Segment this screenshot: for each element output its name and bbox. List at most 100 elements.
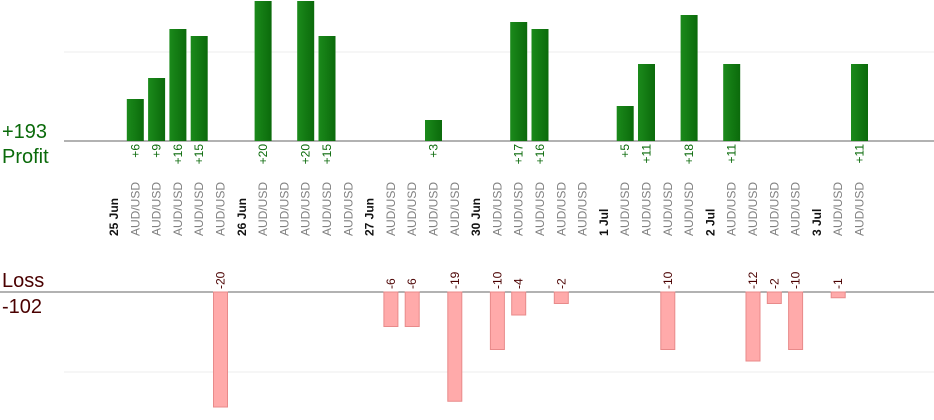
category-tick-label: AUD/USD	[256, 182, 270, 236]
loss-bar	[511, 291, 527, 316]
loss-bar	[745, 291, 761, 362]
category-tick-label: AUD/USD	[767, 182, 781, 236]
profit-value-label: +20	[299, 144, 313, 165]
profit-bar	[531, 29, 549, 141]
loss-value-labels: -20 -6 -6 -19 -10 -4 -2 -10 -12 -2 -10 -1	[214, 271, 846, 289]
date-tick-label: 1 Jul	[597, 209, 611, 236]
category-tick-label: AUD/USD	[427, 182, 441, 236]
category-tick-label: AUD/USD	[576, 182, 590, 236]
profit-value-label: +17	[512, 144, 526, 165]
category-tick-label: AUD/USD	[320, 182, 334, 236]
profit-total: +193	[2, 121, 47, 143]
loss-bar	[553, 291, 569, 304]
profit-bar	[297, 1, 315, 141]
category-tick-label: AUD/USD	[618, 182, 632, 236]
profit-value-label: +5	[618, 144, 632, 158]
profit-bar	[723, 64, 741, 141]
loss-bar	[213, 291, 228, 408]
profit-value-label: +16	[533, 144, 547, 165]
category-tick-label: AUD/USD	[725, 182, 739, 236]
profit-value-labels: +6 +9 +16 +15 +20 +20 +15 +3 +17 +16 +5 +11 +18 +11 +1…	[128, 144, 866, 165]
loss-value-label: -4	[512, 278, 526, 289]
category-tick-label: AUD/USD	[789, 182, 803, 236]
category-tick-label: AUD/USD	[214, 182, 228, 236]
category-tick-label: AUD/USD	[640, 182, 654, 236]
category-tick-label: AUD/USD	[128, 182, 142, 236]
profit-bar	[190, 36, 208, 141]
loss-value-label: -20	[214, 271, 228, 289]
date-tick-label: 25 Jun	[107, 198, 121, 236]
category-tick-label: AUD/USD	[490, 182, 504, 236]
date-tick-label: 3 Jul	[810, 209, 824, 236]
loss-value-label: -19	[448, 271, 462, 289]
profit-value-label: +16	[171, 144, 185, 165]
category-tick-label: AUD/USD	[831, 182, 845, 236]
profit-bar	[318, 36, 336, 141]
loss-bars	[213, 291, 846, 408]
loss-value-label: -1	[831, 278, 845, 289]
loss-bar	[489, 291, 505, 350]
loss-bar	[447, 291, 463, 402]
category-tick-label: AUD/USD	[192, 182, 206, 236]
loss-bar	[830, 291, 846, 299]
category-tick-label: AUD/USD	[171, 182, 185, 236]
loss-bar	[660, 291, 676, 350]
category-labels: 25 Jun AUD/USD AUD/USD AUD/USD AUD/USD AUD/US…	[107, 182, 867, 236]
category-tick-label: AUD/USD	[661, 182, 675, 236]
profit-value-label: +11	[725, 144, 739, 164]
category-tick-label: AUD/USD	[853, 182, 867, 236]
date-tick-label: 30 Jun	[469, 198, 483, 236]
loss-value-label: -6	[384, 278, 398, 289]
profit-bar	[510, 22, 528, 141]
category-tick-label: AUD/USD	[384, 182, 398, 236]
category-tick-label: AUD/USD	[341, 182, 355, 236]
profit-bar	[169, 29, 187, 141]
loss-value-label: -6	[405, 278, 419, 289]
loss-value-label: -2	[554, 278, 568, 289]
loss-label: Loss	[2, 270, 44, 292]
profit-bar	[616, 106, 634, 141]
date-tick-label: 26 Jun	[235, 198, 249, 236]
profit-bar	[851, 64, 868, 141]
loss-total: -102	[2, 296, 42, 318]
category-tick-label: AUD/USD	[746, 182, 760, 236]
profit-bar	[148, 78, 166, 141]
profit-bar	[254, 1, 272, 141]
date-tick-label: 27 Jun	[363, 198, 377, 236]
loss-value-label: -12	[746, 271, 760, 289]
profit-value-label: +15	[192, 144, 206, 165]
loss-value-label: -2	[767, 278, 781, 289]
category-tick-label: AUD/USD	[512, 182, 526, 236]
category-tick-label: AUD/USD	[277, 182, 291, 236]
profit-value-label: +15	[320, 144, 334, 165]
loss-value-label: -10	[661, 271, 675, 289]
grid-lines	[0, 51, 934, 373]
profit-bars	[126, 1, 868, 141]
category-tick-label: AUD/USD	[299, 182, 313, 236]
category-tick-label: AUD/USD	[554, 182, 568, 236]
profit-value-label: +9	[150, 144, 164, 158]
profit-bar	[126, 99, 144, 141]
profit-value-label: +11	[640, 144, 654, 164]
loss-bar	[404, 291, 420, 327]
profit-label: Profit	[2, 146, 49, 168]
profit-bar	[638, 64, 655, 141]
profit-value-label: +18	[682, 144, 696, 165]
loss-value-label: -10	[490, 271, 504, 289]
loss-bar	[383, 291, 399, 327]
profit-value-label: +6	[128, 144, 142, 158]
date-tick-label: 2 Jul	[703, 209, 717, 236]
category-tick-label: AUD/USD	[533, 182, 547, 236]
loss-bar	[788, 291, 804, 350]
profit-value-label: +3	[427, 144, 441, 158]
category-tick-label: AUD/USD	[405, 182, 419, 236]
profit-value-label: +11	[853, 144, 867, 164]
category-tick-label: AUD/USD	[150, 182, 164, 236]
profit-value-label: +20	[256, 144, 270, 165]
loss-bar	[766, 291, 782, 304]
profit-bar	[425, 120, 442, 141]
profit-bar	[680, 15, 698, 141]
category-tick-label: AUD/USD	[448, 182, 462, 236]
loss-value-label: -10	[789, 271, 803, 289]
